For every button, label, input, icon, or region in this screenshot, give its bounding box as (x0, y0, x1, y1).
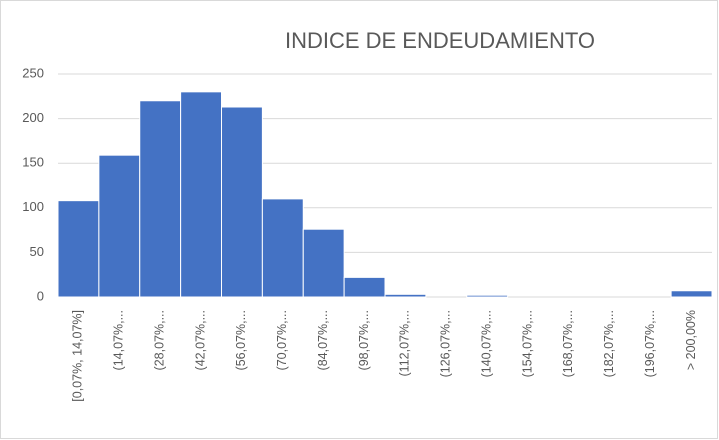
bar (139, 100, 182, 298)
bar (670, 290, 713, 298)
x-tick-label: (168,07%,... (561, 310, 575, 377)
x-tick-label: > 200,00% (684, 310, 698, 370)
x-tick-label: (28,07%,... (152, 310, 166, 370)
bar (466, 294, 509, 298)
x-tick-label: (154,07%,... (520, 310, 534, 377)
x-tick-label: (140,07%,... (479, 310, 493, 377)
bar (57, 200, 100, 298)
y-tick-label: 100 (22, 199, 44, 214)
x-tick-label: (56,07%,... (234, 310, 248, 370)
y-tick-label: 0 (37, 288, 44, 303)
x-tick-label: (84,07%,... (316, 310, 330, 370)
x-tick-label: (182,07%,... (602, 310, 616, 377)
bar (302, 228, 345, 298)
bar (98, 154, 141, 298)
x-tick-label: (126,07%,... (439, 310, 453, 377)
bar (261, 198, 304, 298)
x-tick-label: (14,07%,... (112, 310, 126, 370)
x-tick-label: (196,07%,... (643, 310, 657, 377)
x-tick-label: (42,07%,... (193, 310, 207, 370)
x-tick-label: (112,07%,... (398, 310, 412, 376)
x-tick-label: (98,07%,... (357, 310, 371, 370)
bar (221, 106, 263, 298)
bar (180, 91, 222, 298)
y-tick-label: 200 (22, 110, 44, 125)
x-tick-label: (70,07%,... (275, 310, 289, 370)
chart-title: INDICE DE ENDEUDAMIENTO (285, 28, 595, 53)
y-tick-label: 50 (30, 244, 44, 259)
bar (343, 276, 386, 298)
y-tick-label: 250 (22, 65, 44, 80)
bar (384, 293, 427, 298)
x-tick-label: [0,07%, 14,07%] (71, 310, 85, 402)
y-tick-label: 150 (22, 155, 44, 170)
